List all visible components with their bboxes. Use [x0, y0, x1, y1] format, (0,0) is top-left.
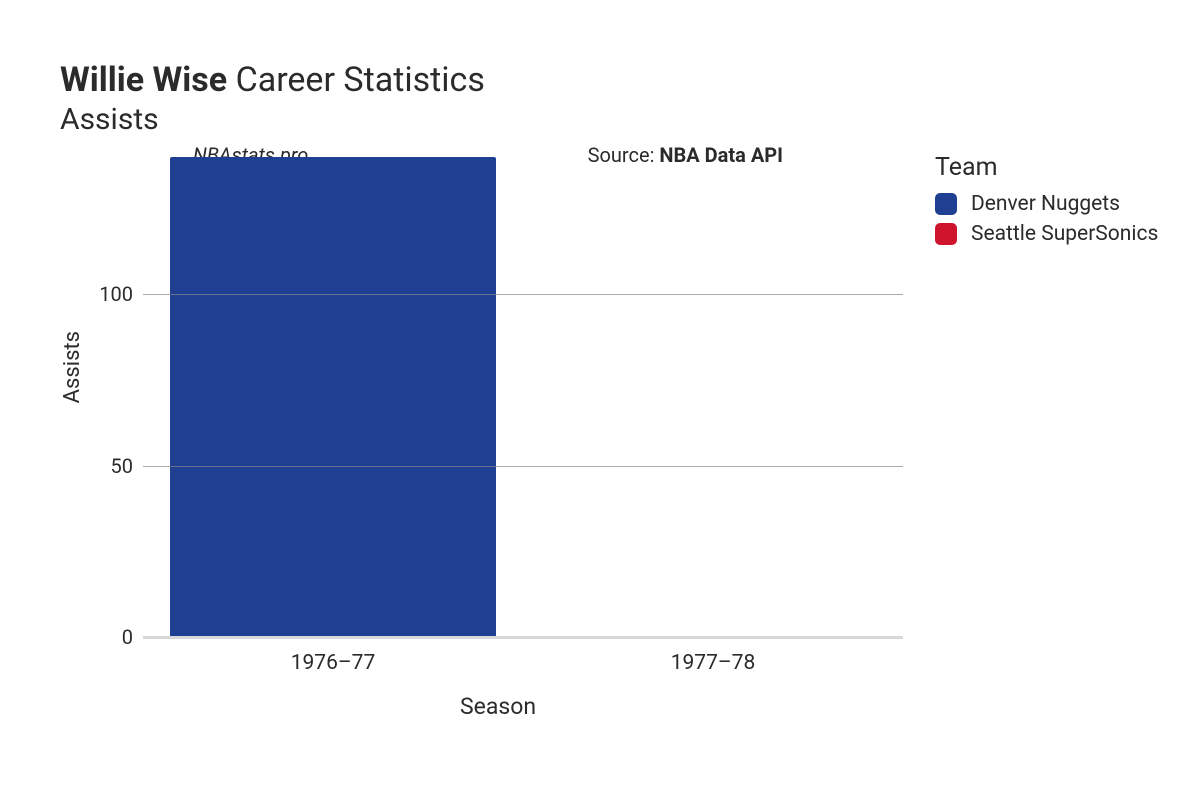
legend-label: Seattle SuperSonics	[971, 222, 1158, 246]
legend-title: Team	[935, 153, 1158, 182]
title-block: Willie Wise Career Statistics Assists	[60, 60, 1160, 137]
y-tick-label: 0	[122, 625, 133, 649]
bar	[170, 157, 497, 637]
chart-title: Willie Wise Career Statistics	[60, 60, 1160, 100]
legend-swatch	[935, 223, 957, 245]
gridline	[143, 294, 903, 295]
title-bold: Willie Wise	[60, 60, 227, 100]
y-tick-label: 50	[111, 454, 133, 478]
bar-slot: 1976–77	[143, 157, 523, 637]
x-tick-label: 1977–78	[671, 651, 756, 675]
plot-area: NBAstats.pro Source: NBA Data API 1976–7…	[143, 157, 903, 637]
plot-wrap: Assists 050100 NBAstats.pro Source: NBA …	[60, 157, 1160, 637]
y-axis-label: Assists	[60, 331, 85, 403]
gridline	[143, 636, 903, 639]
bar-slot: 1977–78	[523, 157, 903, 637]
legend-item: Denver Nuggets	[935, 192, 1158, 216]
gridline	[143, 466, 903, 467]
x-tick-label: 1976–77	[291, 651, 376, 675]
legend-swatch	[935, 193, 957, 215]
chart-subtitle: Assists	[60, 102, 1160, 137]
title-rest: Career Statistics	[227, 60, 485, 100]
bars-layer: 1976–771977–78	[143, 157, 903, 637]
y-tick-label: 100	[99, 282, 133, 306]
legend-label: Denver Nuggets	[971, 192, 1120, 216]
legend-item: Seattle SuperSonics	[935, 222, 1158, 246]
y-axis: 050100	[93, 157, 143, 637]
legend: Team Denver Nuggets Seattle SuperSonics	[935, 153, 1158, 252]
chart-container: Willie Wise Career Statistics Assists As…	[0, 0, 1200, 800]
x-axis-label: Season	[118, 693, 878, 720]
legend-items: Denver Nuggets Seattle SuperSonics	[935, 192, 1158, 246]
